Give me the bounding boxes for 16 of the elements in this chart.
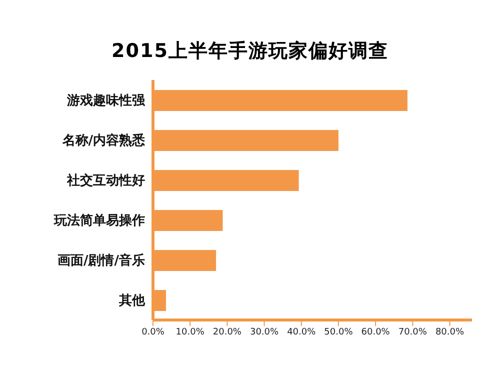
x-tick-label: 50.0% (324, 327, 354, 338)
y-tick-label: 名称/内容熟悉 (61, 132, 146, 149)
x-tick-label: 10.0% (176, 327, 205, 338)
x-tick-label: 40.0% (287, 327, 316, 338)
x-tick-label: 70.0% (398, 327, 428, 338)
x-tick-label: 0.0% (142, 327, 165, 338)
y-tick-label: 游戏趣味性强 (66, 94, 146, 109)
y-tick-label: 画面/剧情/音乐 (58, 252, 145, 269)
x-tick-label: 20.0% (212, 327, 242, 338)
chart-title: 2015上半年手游玩家偏好调查 (110, 39, 390, 64)
y-tick-label: 其他 (118, 294, 146, 309)
x-tick-label: 30.0% (250, 327, 280, 338)
x-tick-label: 60.0% (361, 327, 390, 338)
y-tick-label: 玩法简单易操作 (53, 212, 145, 229)
y-tick-label: 社交互动性好 (66, 172, 145, 189)
x-tick-label: 80.0% (435, 327, 464, 338)
